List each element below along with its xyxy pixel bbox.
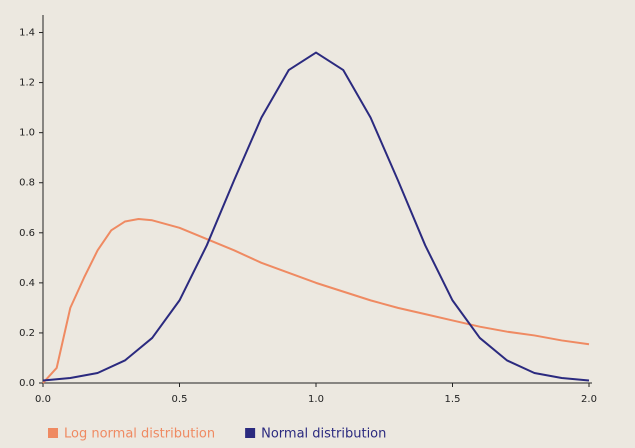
y-tick-label: 0.4 [19,278,35,289]
legend-label: Log normal distribution [64,427,215,442]
y-tick-label: 0.8 [19,178,35,189]
y-tick-label: 1.0 [19,128,35,139]
y-tick-label: 0.6 [19,228,35,239]
y-tick-label: 1.2 [19,78,35,89]
y-tick-label: 0.0 [19,378,35,389]
x-tick-label: 1.0 [308,394,324,405]
series-line [42,51,590,382]
x-tick-label: 2.0 [581,394,597,405]
series-line [42,218,590,384]
legend-swatch [48,428,58,438]
y-tick-label: 1.4 [19,28,35,39]
x-tick-label: 0.5 [172,394,188,405]
x-tick-label: 0.0 [35,394,51,405]
y-tick-label: 0.2 [19,328,35,339]
x-tick-label: 1.5 [445,394,461,405]
legend-label: Normal distribution [261,427,386,442]
legend-swatch [245,428,256,438]
